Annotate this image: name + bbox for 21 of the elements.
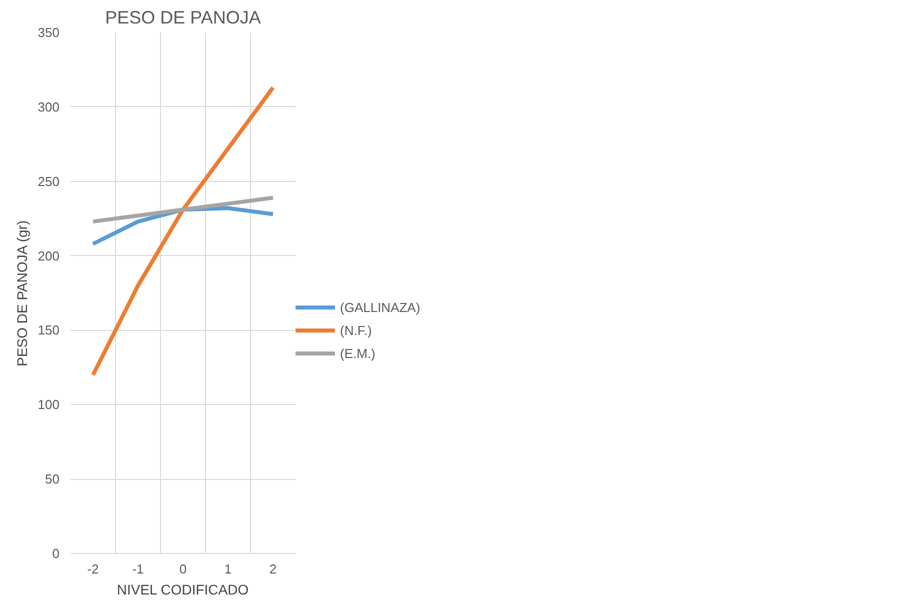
line-series bbox=[91, 196, 275, 224]
x-tick-label: 1 bbox=[224, 562, 232, 576]
y-tick-label: 350 bbox=[38, 25, 60, 40]
y-tick-label: 300 bbox=[38, 99, 60, 114]
y-tick-label: 0 bbox=[52, 546, 60, 561]
y-tick-label: 150 bbox=[38, 322, 60, 338]
legend-label: (E.M.) bbox=[340, 346, 376, 360]
chart-title: PESO DE PANOJA bbox=[105, 8, 261, 28]
y-tick-label: 250 bbox=[38, 174, 60, 189]
legend-label: (N.F.) bbox=[340, 322, 372, 338]
x-tick-label: -1 bbox=[132, 562, 144, 576]
y-tick-label: 50 bbox=[45, 472, 60, 487]
x-tick-label: 2 bbox=[269, 562, 277, 576]
x-axis-title: NIVEL CODIFICADO bbox=[116, 582, 249, 598]
x-tick-label: -2 bbox=[87, 562, 99, 576]
y-tick-label: 200 bbox=[38, 248, 60, 264]
y-axis-title: PESO DE PANOJA (gr) bbox=[14, 220, 30, 366]
x-tick-label: 0 bbox=[179, 562, 187, 576]
line-series bbox=[91, 86, 275, 377]
legend-label: (GALLINAZA) bbox=[340, 300, 420, 314]
y-tick-label: 100 bbox=[38, 397, 60, 412]
